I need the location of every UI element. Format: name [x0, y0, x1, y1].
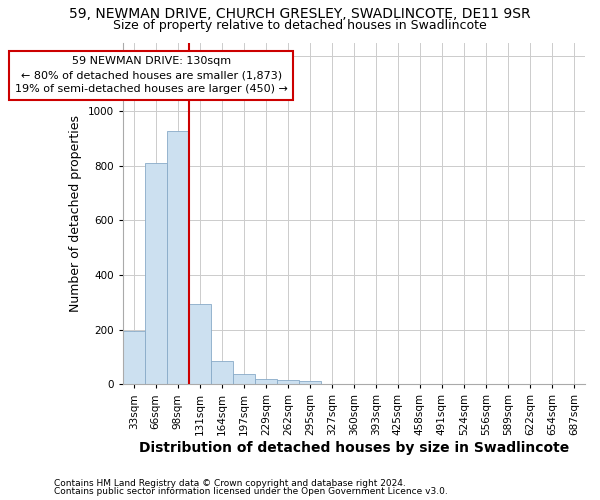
Bar [167, 132, 189, 384]
Text: Size of property relative to detached houses in Swadlincote: Size of property relative to detached ho… [113, 19, 487, 32]
X-axis label: Distribution of detached houses by size in Swadlincote: Distribution of detached houses by size … [139, 441, 569, 455]
Bar [299, 381, 321, 384]
Text: Contains public sector information licensed under the Open Government Licence v3: Contains public sector information licen… [54, 487, 448, 496]
Bar [122, 331, 145, 384]
Bar [233, 374, 255, 384]
Y-axis label: Number of detached properties: Number of detached properties [69, 115, 82, 312]
Text: 59 NEWMAN DRIVE: 130sqm
← 80% of detached houses are smaller (1,873)
19% of semi: 59 NEWMAN DRIVE: 130sqm ← 80% of detache… [15, 56, 288, 94]
Bar [189, 304, 211, 384]
Bar [145, 163, 167, 384]
Text: Contains HM Land Registry data © Crown copyright and database right 2024.: Contains HM Land Registry data © Crown c… [54, 478, 406, 488]
Text: 59, NEWMAN DRIVE, CHURCH GRESLEY, SWADLINCOTE, DE11 9SR: 59, NEWMAN DRIVE, CHURCH GRESLEY, SWADLI… [69, 8, 531, 22]
Bar [277, 380, 299, 384]
Bar [211, 361, 233, 384]
Bar [255, 380, 277, 384]
